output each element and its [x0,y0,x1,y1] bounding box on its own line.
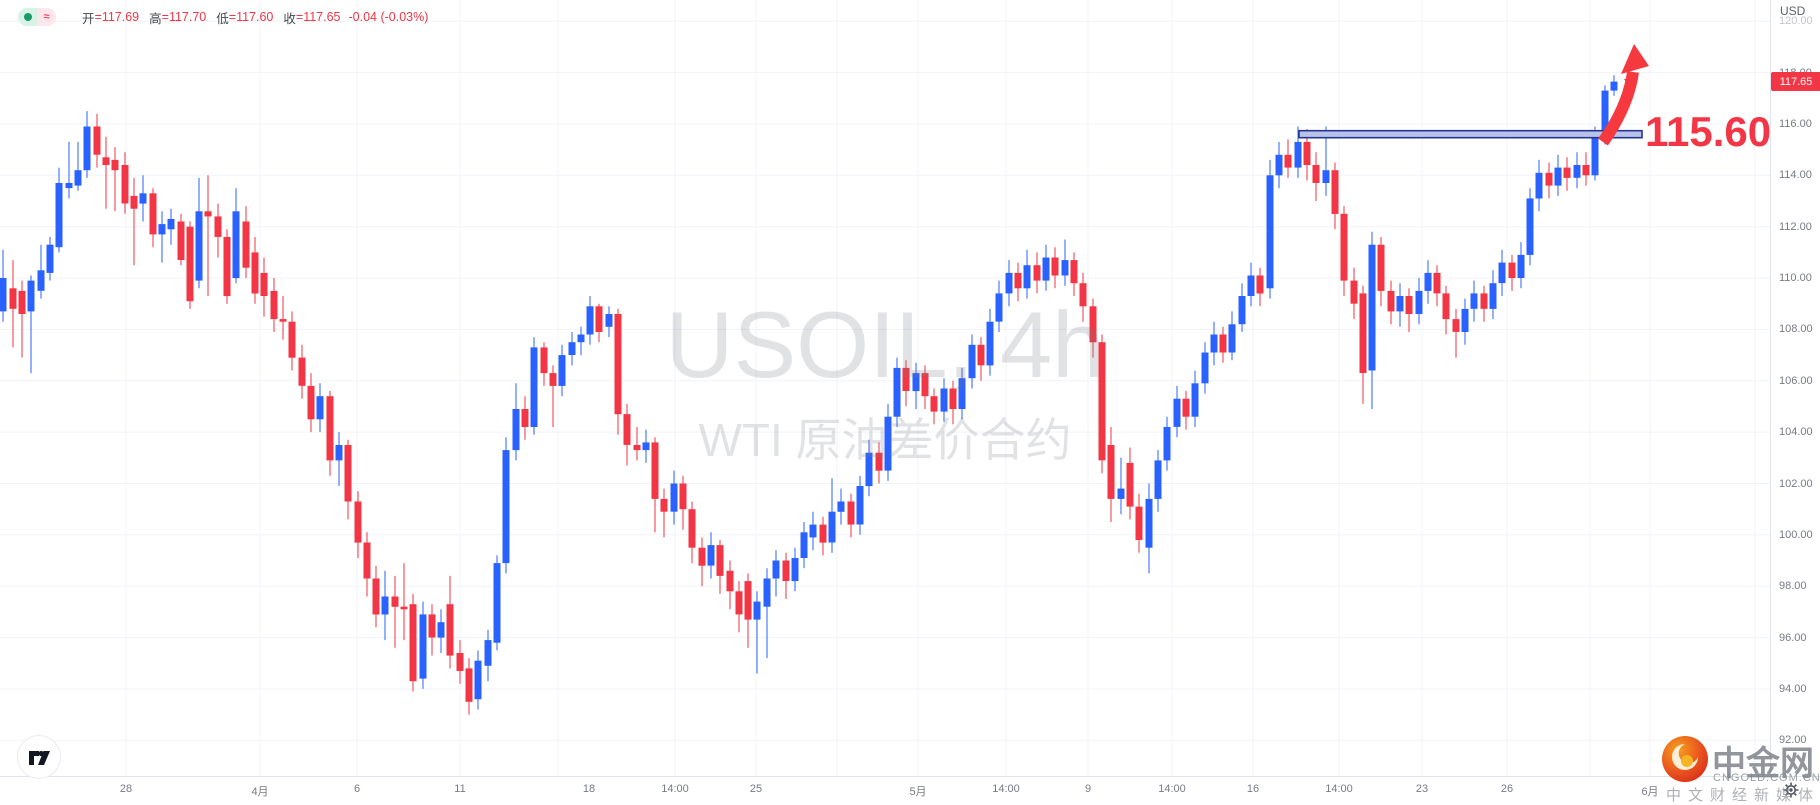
price-axis[interactable]: USD 120.00118.00116.00114.00112.00110.00… [1770,0,1820,776]
price-tick-label: 94.00 [1779,682,1807,695]
open-value: =117.69 [94,10,140,24]
price-level-annotation: 115.60 [1645,108,1772,155]
price-tick-label: 114.00 [1779,169,1812,182]
time-tick-label: 6 [353,783,361,795]
high-value: =117.70 [161,10,207,24]
visibility-dot-icon[interactable] [18,8,37,26]
price-tick-label: 96.00 [1779,631,1807,644]
time-tick-label: 5月 [909,786,927,798]
last-price-badge: 117.65 [1771,72,1820,92]
candles-layer [0,75,1618,715]
up-arrow-annotation [1598,44,1649,146]
time-axis[interactable]: 28 4月 6 11 18 14:00 25 5月 14:00 9 14:00 16 14:00 23 26… [0,776,1820,805]
low-value: =117.60 [228,10,274,24]
time-tick-label: 25 [749,783,763,795]
time-tick-label: 14:00 [661,783,689,795]
time-tick-label: 26 [1500,783,1514,795]
grid-layer [0,0,1770,776]
high-label: 高 [149,11,162,26]
price-tick-label: 112.00 [1779,220,1812,233]
price-tick-label: 98.00 [1779,580,1807,593]
gear-icon[interactable] [1782,781,1800,799]
price-tick-label: 116.00 [1779,118,1812,130]
time-tick-label: 4月 [251,786,269,798]
time-tick-label: 23 [1415,783,1429,795]
time-tick-label: 14:00 [992,783,1020,795]
price-tick-label: 108.00 [1779,323,1813,336]
close-label: 收 [283,11,296,26]
time-tick-label: 6月 [1641,786,1659,798]
currency-label: USD [1780,4,1806,18]
approx-icon[interactable]: ≈ [37,8,56,26]
sell-marker-icon [1624,79,1632,85]
time-tick-label: 11 [454,783,466,795]
candlestick-chart[interactable] [0,0,1770,776]
price-tick-label: 104.00 [1779,426,1813,439]
price-tick-label: 110.00 [1779,272,1812,284]
time-tick-label: 9 [1084,783,1092,795]
price-tick-label: 120.00 [1779,15,1813,28]
price-tick-label: 102.00 [1779,477,1813,490]
price-tick-label: 92.00 [1779,734,1807,747]
support-line [1298,129,1643,139]
close-value: =117.65 [295,10,341,24]
ohlc-legend: ≈ 开 =117.69 高 =117.70 低 =117.60 收 =117.65 -0… [18,7,428,27]
tradingview-logo-icon[interactable] [17,735,61,779]
time-tick-label: 18 [582,783,596,795]
time-tick-label: 28 [119,783,133,795]
time-tick-label: 16 [1246,783,1260,795]
chart-pane[interactable]: USOIL, 4h WTI 原油差价合约 115.60 [0,0,1772,776]
price-tick-label: 100.00 [1779,528,1813,541]
series-toggle-chips[interactable]: ≈ [18,8,56,26]
time-tick-label: 14:00 [1158,783,1186,795]
time-tick-label: 14:00 [1325,783,1353,795]
change-value: -0.04 (-0.03%) [348,10,429,24]
open-label: 开 [82,11,95,26]
low-label: 低 [216,11,229,26]
price-tick-label: 106.00 [1779,374,1813,387]
